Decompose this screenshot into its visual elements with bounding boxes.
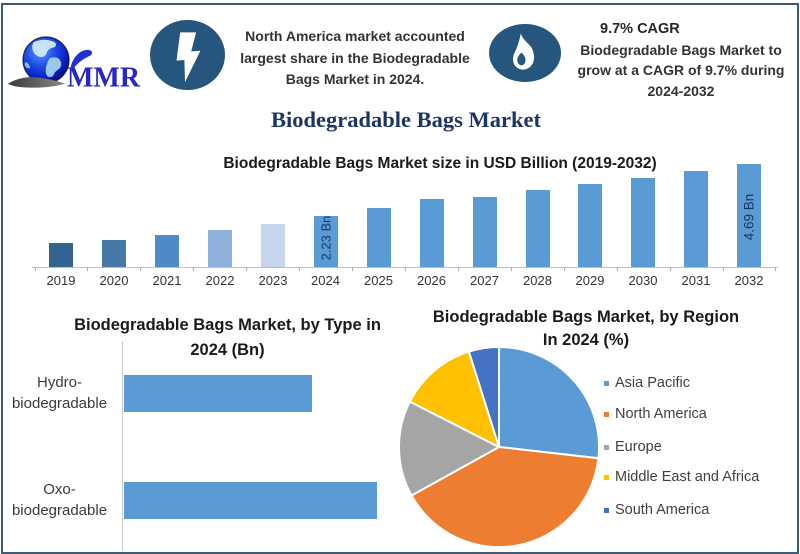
- svg-text:MMR: MMR: [67, 63, 141, 94]
